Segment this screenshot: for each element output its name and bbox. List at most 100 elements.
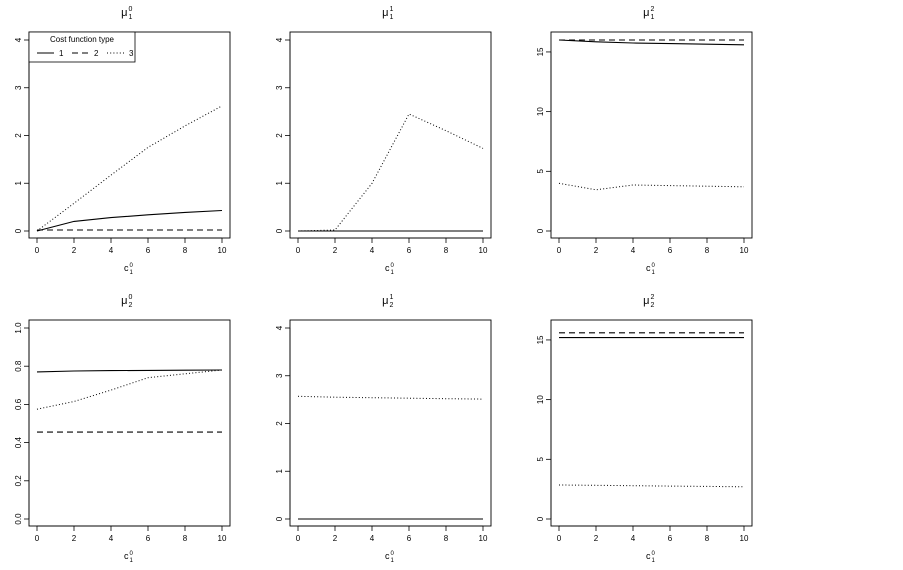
series-line-type-3: [36, 105, 223, 232]
x-tick-label: 4: [631, 246, 636, 255]
x-axis-label-subscript: 1: [391, 270, 395, 276]
x-axis-label: c 01: [646, 551, 656, 564]
plot-frame: [289, 319, 492, 527]
x-axis-label: c 01: [124, 263, 134, 276]
panel-title: μ 12: [382, 294, 393, 309]
panel-title-superscript: 0: [129, 294, 133, 301]
panel-title: μ 01: [121, 6, 132, 21]
panel-title-subscript: 2: [651, 302, 655, 309]
x-axis-label-superscript: 0: [130, 551, 134, 557]
panel-title-subscript: 2: [129, 302, 133, 309]
x-tick-label: 10: [479, 246, 488, 255]
x-axis-label: c 01: [124, 551, 134, 564]
legend-box: [28, 31, 136, 63]
x-tick-label: 8: [705, 534, 710, 543]
x-tick-label: 2: [72, 534, 77, 543]
y-tick-label: 0: [275, 516, 284, 521]
panel-title-superscript: 0: [129, 6, 133, 13]
x-tick-label: 8: [705, 246, 710, 255]
x-axis-label-symbol: c: [124, 263, 129, 273]
x-tick-label: 4: [109, 246, 114, 255]
y-tick-label: 0.6: [14, 398, 23, 410]
series-line-type-3: [558, 484, 745, 488]
series-line-type-3: [297, 113, 484, 232]
x-axis-label-symbol: c: [124, 551, 129, 561]
y-tick-label: 5: [536, 457, 545, 462]
series-line-type-3: [36, 369, 223, 410]
x-tick-label: 10: [740, 534, 749, 543]
x-axis-label-symbol: c: [385, 263, 390, 273]
series-line-type-1: [36, 209, 223, 232]
x-axis-label-subscript: 1: [652, 558, 656, 564]
y-tick-label: 2: [275, 421, 284, 426]
panel-title-subscript: 1: [129, 14, 133, 21]
x-tick-label: 8: [183, 534, 188, 543]
panel-title-symbol: μ: [643, 295, 649, 307]
x-tick-label: 4: [631, 534, 636, 543]
legend-label-type-3: 3: [129, 49, 134, 58]
x-tick-label: 6: [146, 246, 151, 255]
y-tick-label: 2: [14, 133, 23, 138]
x-tick-label: 0: [35, 246, 40, 255]
panel-title: μ 22: [643, 294, 654, 309]
y-tick-label: 10: [536, 107, 545, 116]
x-tick-label: 10: [740, 246, 749, 255]
x-tick-label: 8: [444, 534, 449, 543]
y-tick-label: 4: [275, 37, 284, 42]
y-tick-label: 0.4: [14, 436, 23, 448]
x-tick-label: 4: [370, 534, 375, 543]
y-tick-label: 15: [536, 47, 545, 56]
y-tick-label: 0: [14, 228, 23, 233]
x-axis-label-superscript: 0: [652, 263, 656, 269]
x-axis-label: c 01: [385, 263, 395, 276]
series-line-type-1: [558, 39, 745, 46]
panel-title-subscript: 1: [390, 14, 394, 21]
panel-title-symbol: μ: [643, 7, 649, 19]
x-axis-label-symbol: c: [646, 263, 651, 273]
y-tick-label: 1: [275, 180, 284, 185]
plot-frame: [289, 31, 492, 239]
panel-title-subscript: 2: [390, 302, 394, 309]
y-tick-label: 4: [14, 37, 23, 42]
x-tick-label: 0: [557, 534, 562, 543]
panel-4: μ 020 2 4 6 8 10c 010.00.20.40.60.81.0: [14, 294, 231, 564]
x-tick-label: 8: [444, 246, 449, 255]
y-tick-label: 3: [275, 85, 284, 90]
y-tick-label: 0: [536, 228, 545, 233]
y-tick-label: 0.8: [14, 360, 23, 372]
x-tick-label: 2: [72, 246, 77, 255]
y-tick-label: 5: [536, 169, 545, 174]
x-tick-label: 2: [594, 534, 599, 543]
y-tick-label: 1: [14, 180, 23, 185]
y-tick-label: 0: [536, 516, 545, 521]
x-tick-label: 0: [35, 534, 40, 543]
panel-title: μ 11: [382, 6, 393, 21]
x-axis-label-superscript: 0: [391, 551, 395, 557]
x-tick-label: 2: [333, 534, 338, 543]
x-tick-label: 6: [668, 534, 673, 543]
x-axis-label-superscript: 0: [391, 263, 395, 269]
x-axis-label-superscript: 0: [652, 551, 656, 557]
y-tick-label: 2: [275, 133, 284, 138]
y-tick-label: 0: [275, 228, 284, 233]
x-axis-label-symbol: c: [646, 551, 651, 561]
legend-title: Cost function type: [50, 35, 115, 44]
plot-frame: [28, 31, 231, 239]
series-line-type-3: [297, 395, 484, 400]
panel-title-symbol: μ: [382, 7, 388, 19]
x-axis-label-superscript: 0: [130, 263, 134, 269]
y-tick-label: 15: [536, 335, 545, 344]
y-tick-label: 10: [536, 395, 545, 404]
x-tick-label: 4: [109, 534, 114, 543]
x-tick-label: 6: [668, 246, 673, 255]
legend-label-type-2: 2: [94, 49, 99, 58]
panel-title: μ 02: [121, 294, 132, 309]
x-tick-label: 10: [218, 246, 227, 255]
panel-title-symbol: μ: [121, 295, 127, 307]
x-axis-label-symbol: c: [385, 551, 390, 561]
x-axis-label-subscript: 1: [652, 270, 656, 276]
x-tick-label: 4: [370, 246, 375, 255]
